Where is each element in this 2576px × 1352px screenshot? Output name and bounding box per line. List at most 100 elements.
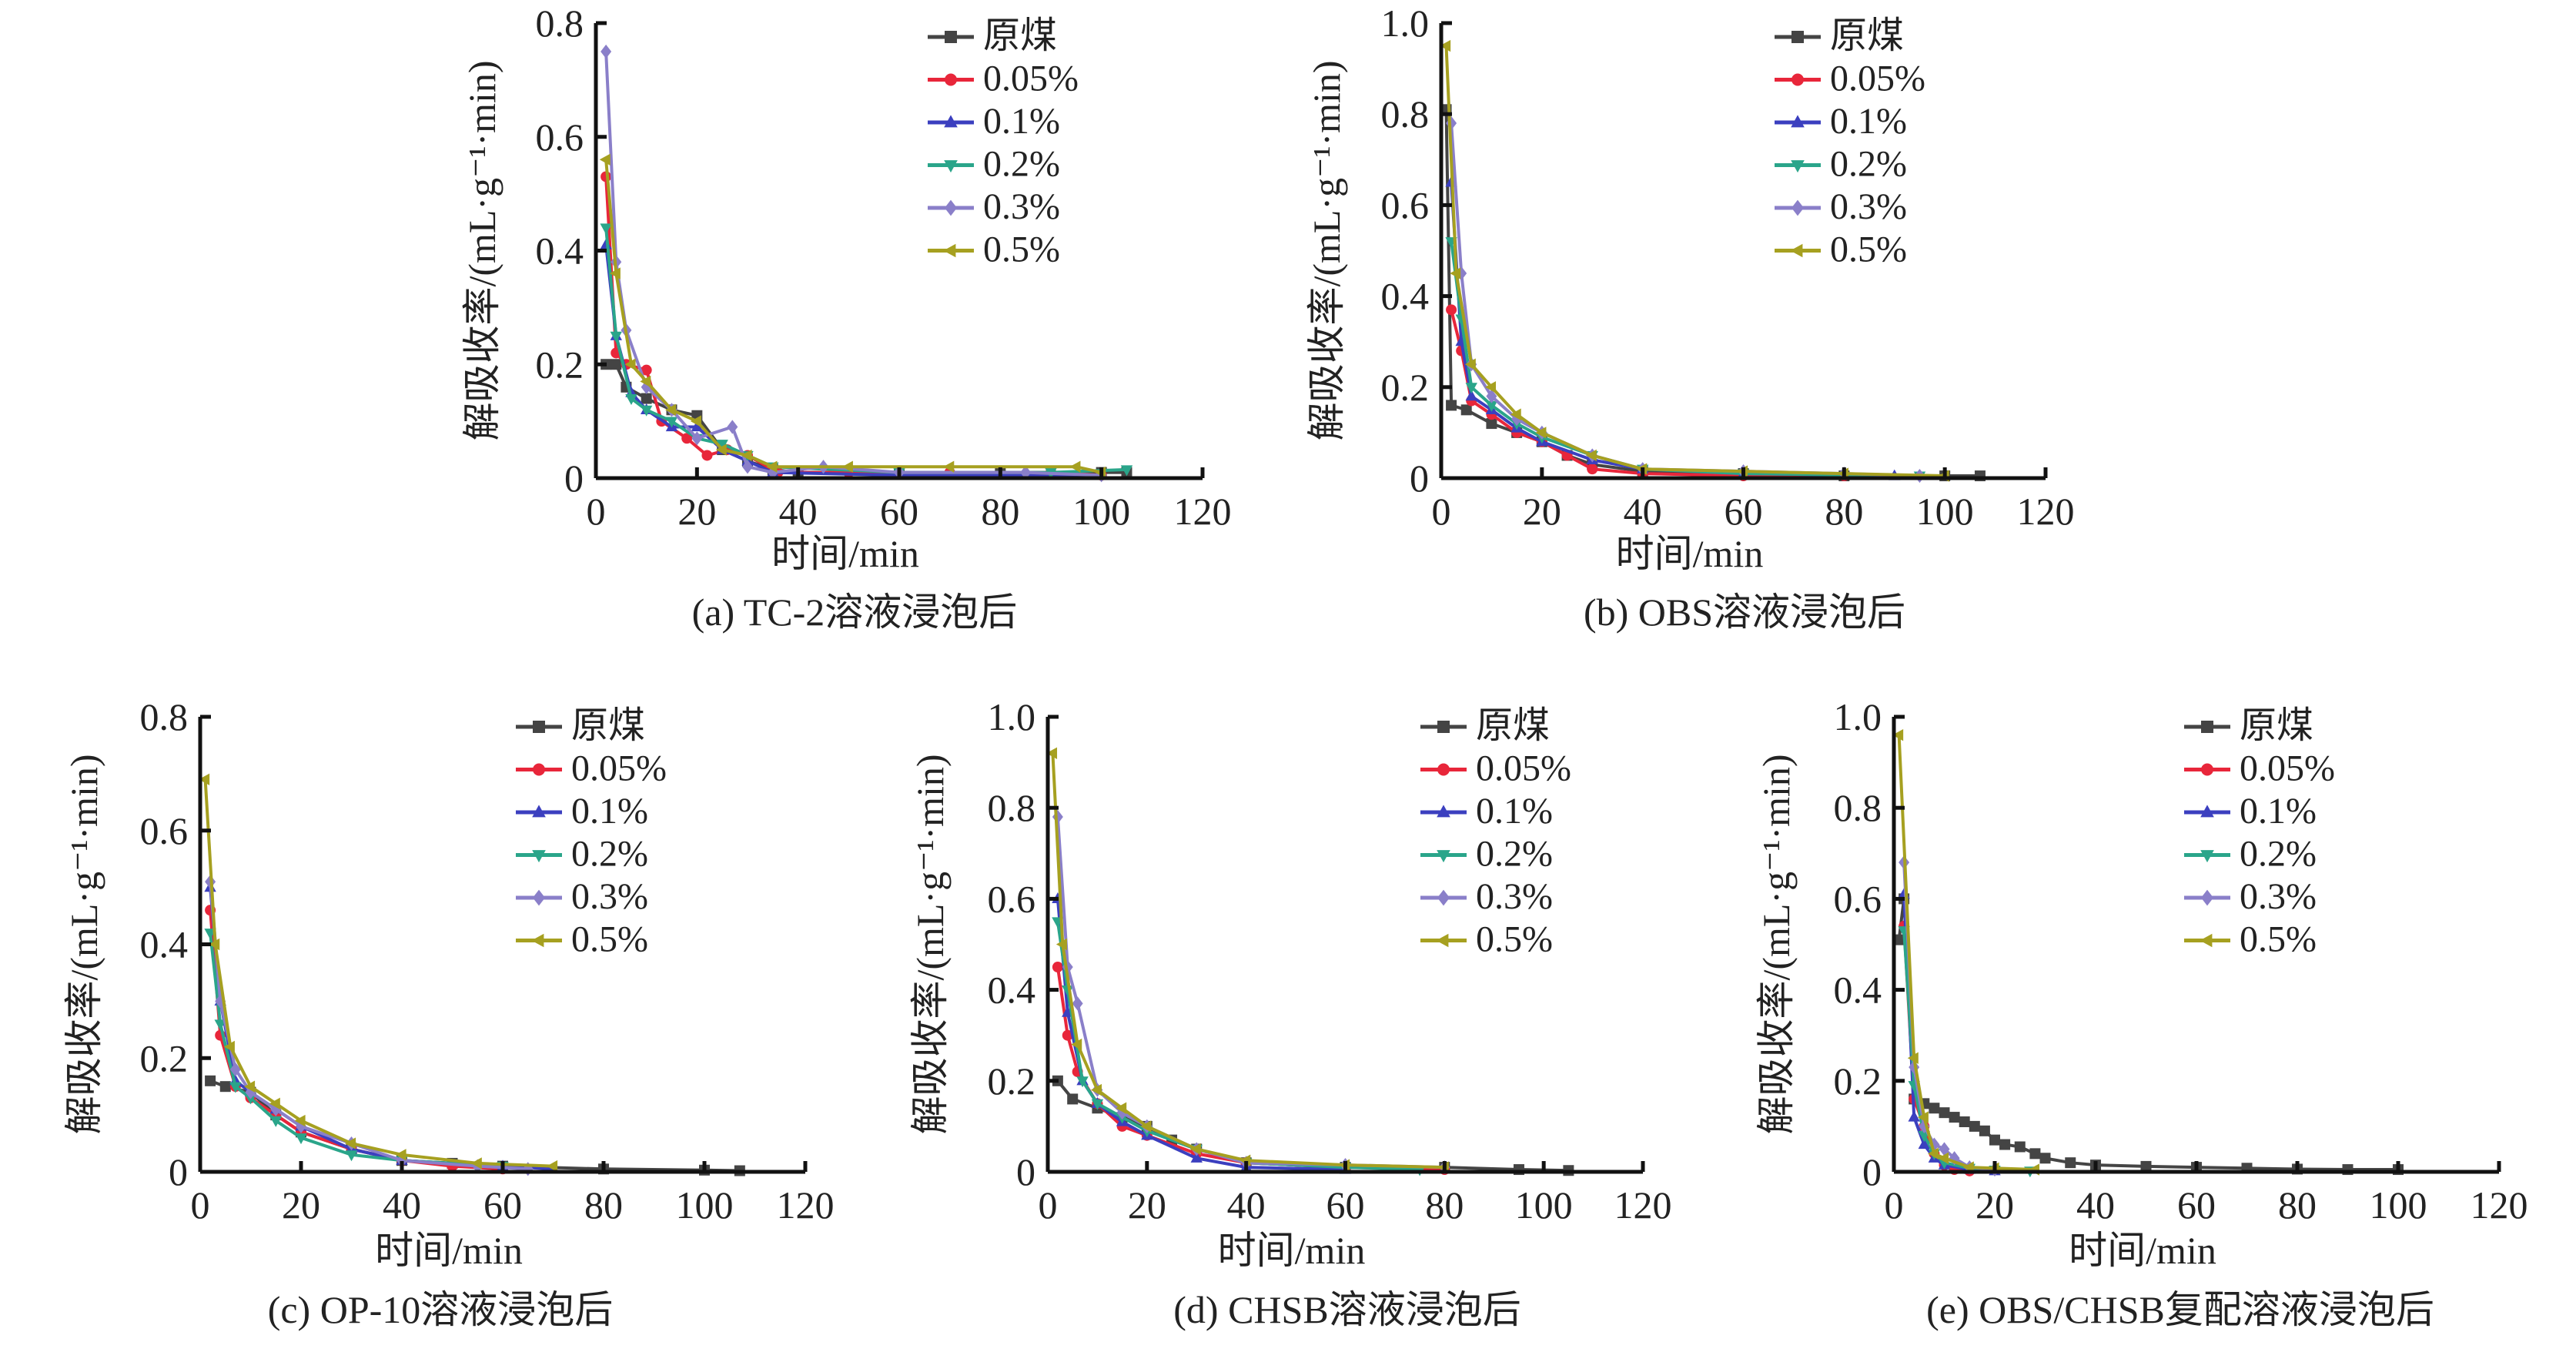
panel-caption: (d) CHSB溶液浸泡后 xyxy=(1173,1288,1521,1331)
x-tick-label: 100 xyxy=(676,1183,734,1227)
data-point xyxy=(742,460,753,474)
x-tick-label: 20 xyxy=(282,1183,320,1227)
legend-item: 0.05% xyxy=(1420,748,1571,789)
x-tick-label: 100 xyxy=(1072,490,1130,533)
data-point xyxy=(611,359,622,370)
y-axis-label: 解吸收率/(mL·g⁻¹·min) xyxy=(460,60,503,440)
legend-label: 0.5% xyxy=(2240,919,2317,960)
x-tick-label: 0 xyxy=(1432,490,1451,533)
data-point xyxy=(1072,996,1083,1011)
x-axis-label: 时间/min xyxy=(2069,1229,2216,1272)
y-tick-label: 0.4 xyxy=(1834,969,1882,1012)
legend-marker xyxy=(2200,933,2213,948)
data-point xyxy=(681,433,693,444)
y-tick-label: 1.0 xyxy=(988,695,1036,738)
data-point xyxy=(640,375,651,388)
data-point xyxy=(641,393,652,404)
data-point xyxy=(701,450,713,461)
y-tick-label: 1.0 xyxy=(1834,695,1882,738)
legend-item: 0.2% xyxy=(1775,144,1907,185)
x-tick-label: 120 xyxy=(2471,1183,2528,1227)
panel-caption: (e) OBS/CHSB复配溶液浸泡后 xyxy=(1926,1288,2434,1331)
data-point xyxy=(209,938,220,951)
data-point xyxy=(640,405,653,417)
data-point xyxy=(1929,1103,1940,1114)
data-point xyxy=(1140,1120,1152,1133)
legend-label: 0.1% xyxy=(2240,791,2317,832)
legend-label: 0.3% xyxy=(983,186,1060,227)
legend-label: 0.5% xyxy=(983,229,1060,270)
data-point xyxy=(1067,1093,1079,1105)
data-point xyxy=(1460,404,1472,416)
data-point xyxy=(1446,304,1457,316)
y-axis-label: 解吸收率/(mL·g⁻¹·min) xyxy=(62,754,105,1134)
data-point xyxy=(1486,418,1497,430)
data-point xyxy=(1959,1116,1970,1127)
legend-item: 0.3% xyxy=(928,186,1060,227)
data-point xyxy=(1892,728,1904,741)
y-tick-label: 0.6 xyxy=(1381,183,1430,226)
legend-item: 原煤 xyxy=(1420,705,1550,746)
legend-marker xyxy=(1791,160,1805,173)
data-point xyxy=(1465,383,1477,394)
y-tick-label: 0 xyxy=(564,457,584,500)
panel-caption: (c) OP-10溶液浸泡后 xyxy=(268,1288,614,1331)
legend-label: 原煤 xyxy=(1830,15,1904,56)
series-line xyxy=(604,244,1102,477)
legend-item: 0.1% xyxy=(928,101,1060,142)
data-point xyxy=(601,44,612,59)
legend-item: 0.3% xyxy=(516,876,648,917)
legend-item: 原煤 xyxy=(928,15,1057,56)
x-tick-label: 120 xyxy=(777,1183,835,1227)
data-point xyxy=(1908,1110,1920,1122)
legend-marker xyxy=(533,721,545,733)
legend-label: 0.5% xyxy=(1830,229,1907,270)
legend-marker xyxy=(1791,73,1804,86)
data-point xyxy=(1939,1142,1950,1156)
legend-item: 0.5% xyxy=(516,919,648,960)
data-point xyxy=(1091,1099,1104,1110)
x-tick-label: 40 xyxy=(1227,1183,1266,1227)
series-5 xyxy=(199,773,558,1173)
series-3 xyxy=(204,929,509,1173)
data-point xyxy=(1928,1147,1939,1160)
data-point xyxy=(1189,1143,1201,1156)
legend-label: 0.2% xyxy=(1830,144,1907,185)
legend-label: 0.2% xyxy=(2240,834,2317,875)
series-0 xyxy=(1893,893,2404,1176)
data-point xyxy=(1918,1138,1930,1150)
data-point xyxy=(2014,1141,2026,1153)
data-point xyxy=(345,1137,356,1150)
x-tick-label: 20 xyxy=(1523,490,1561,533)
legend-label: 0.3% xyxy=(571,876,648,917)
chart-panel-2: 0 20 40 60 80 100 120 0 0.2 0.4 0.6 0.8 1.0 解吸收率/(mL·… xyxy=(1305,2,2075,634)
x-tick-label: 80 xyxy=(981,490,1019,533)
x-tick-label: 40 xyxy=(2076,1183,2115,1227)
y-tick-label: 0.2 xyxy=(140,1036,189,1079)
data-point xyxy=(1091,1083,1102,1096)
legend-marker xyxy=(1791,115,1805,128)
legend-item: 0.1% xyxy=(2184,791,2317,832)
series-line xyxy=(1055,899,1346,1171)
legend-marker xyxy=(1437,889,1450,906)
legend: 原煤0.05%0.1%0.2%0.3%0.5% xyxy=(2184,705,2335,960)
data-point xyxy=(1052,809,1063,825)
legend-item: 0.3% xyxy=(2184,876,2317,917)
series-4 xyxy=(205,875,534,1176)
legend-label: 原煤 xyxy=(2240,705,2313,746)
series-2 xyxy=(204,881,560,1173)
series-line xyxy=(209,910,503,1171)
x-tick-label: 0 xyxy=(1885,1183,1904,1227)
data-point xyxy=(219,1081,231,1093)
legend: 原煤0.05%0.1%0.2%0.3%0.5% xyxy=(1420,705,1571,960)
data-point xyxy=(766,460,778,473)
data-point xyxy=(223,1040,235,1053)
data-point xyxy=(2065,1157,2076,1169)
data-point xyxy=(1055,938,1067,951)
data-point xyxy=(345,1150,358,1162)
x-tick-label: 20 xyxy=(1975,1183,2014,1227)
legend-marker xyxy=(945,31,957,43)
legend-marker xyxy=(1437,850,1450,863)
y-tick-label: 0.2 xyxy=(1834,1059,1882,1103)
